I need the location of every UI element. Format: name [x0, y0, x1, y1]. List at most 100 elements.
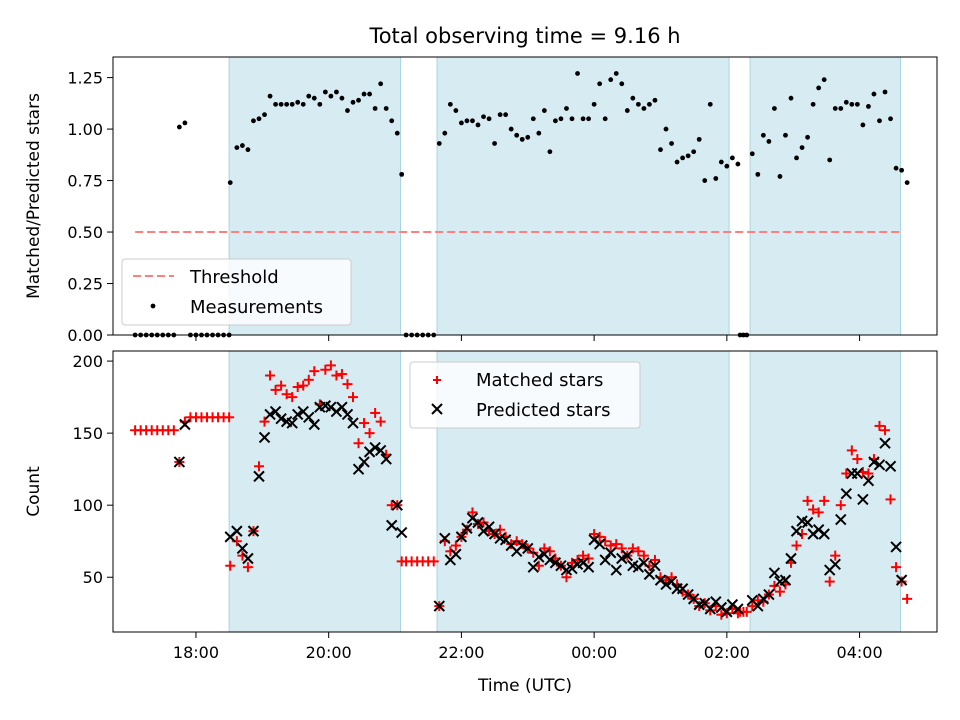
predicted-point-90	[752, 600, 764, 612]
predicted-point-22	[336, 401, 348, 413]
legend-predicted-label: Predicted stars	[476, 400, 610, 421]
measurement-point-142	[904, 180, 910, 186]
legend-threshold-label: Threshold	[189, 267, 279, 288]
matched-point-28	[281, 389, 292, 400]
measurement-point-88	[613, 71, 619, 76]
measurement-point-81	[575, 71, 580, 76]
measurement-point-91	[630, 95, 636, 101]
matched-point-93	[638, 550, 649, 561]
matched-point-124	[802, 495, 813, 506]
measurement-point-25	[267, 93, 273, 99]
matched-point-133	[852, 454, 863, 465]
measurement-point-139	[888, 116, 893, 122]
matched-point-84	[589, 529, 600, 540]
measurement-point-59	[453, 108, 459, 113]
measurement-point-134	[860, 122, 866, 128]
measurement-point-28	[284, 101, 290, 107]
matched-point-135	[863, 468, 874, 479]
bottom-shade-0	[228, 350, 402, 633]
matched-point-126	[813, 507, 824, 518]
measurement-point-90	[624, 108, 630, 113]
bottom-xtick-label-2: 22:00	[438, 643, 484, 662]
measurement-point-103	[696, 136, 702, 142]
predicted-point-72	[643, 568, 656, 581]
measurement-point-82	[580, 116, 586, 122]
measurement-point-138	[882, 89, 888, 95]
top-legend-box	[121, 258, 352, 326]
bottom-xtick-label-0: 18:00	[173, 643, 219, 662]
measurement-point-98	[669, 141, 674, 146]
bottom-legend-box	[409, 361, 641, 429]
measurement-point-42	[361, 91, 367, 97]
measurement-point-93	[641, 106, 647, 111]
matched-point-79	[561, 572, 572, 583]
top-ytick-label-4: 1.00	[67, 120, 103, 139]
measurement-point-115	[755, 171, 761, 177]
matched-point-7	[168, 425, 179, 436]
measurement-point-63	[475, 122, 481, 128]
matched-point-142	[902, 593, 913, 604]
matched-point-63	[472, 518, 483, 529]
matched-point-131	[841, 468, 852, 479]
measurement-point-31	[300, 101, 306, 107]
predicted-point-14	[292, 408, 304, 421]
matched-point-75	[539, 543, 550, 554]
predicted-point-52	[533, 551, 545, 563]
measurement-point-129	[832, 106, 838, 111]
top-shade-2	[749, 56, 902, 336]
measurement-point-24	[262, 112, 267, 118]
matched-point-87	[605, 540, 616, 551]
matched-point-122	[791, 540, 802, 551]
measurement-point-86	[602, 116, 608, 122]
measurement-point-123	[799, 145, 805, 151]
measurement-point-62	[470, 118, 475, 124]
measurement-point-132	[849, 101, 855, 107]
measurement-point-29	[289, 101, 295, 107]
measurement-point-58	[447, 101, 453, 107]
predicted-point-0	[173, 456, 186, 468]
predicted-point-66	[610, 564, 622, 576]
predicted-point-41	[472, 516, 484, 529]
measurement-point-117	[766, 139, 772, 144]
measurement-point-8	[176, 124, 182, 130]
measurement-point-124	[805, 134, 810, 140]
measurement-point-45	[378, 81, 384, 87]
predicted-point-97	[790, 525, 803, 537]
measurement-point-118	[772, 106, 777, 111]
measurement-point-49	[399, 171, 405, 177]
measurement-point-43	[367, 91, 373, 97]
bottom-predicted-points	[173, 400, 908, 618]
bottom-panel: 50 100 150 200 18:00 20:00 22:00 00:00 02:00 04:…	[24, 350, 938, 696]
top-ytick-label-3: 0.75	[67, 172, 103, 191]
measurement-point-125	[810, 101, 816, 107]
legend-matched-label: Matched stars	[476, 370, 603, 391]
predicted-point-71	[638, 557, 650, 569]
top-shade-1	[436, 56, 730, 336]
predicted-point-3	[231, 525, 243, 537]
matched-point-61	[461, 524, 472, 535]
measurement-point-131	[843, 99, 849, 105]
measurement-point-79	[564, 106, 569, 111]
matched-point-30	[292, 382, 303, 393]
top-ytick-label-0: 0.00	[67, 326, 103, 345]
matched-point-37	[331, 370, 342, 381]
predicted-point-88	[732, 603, 744, 615]
x-axis-label: Time (UTC)	[477, 676, 572, 696]
measurement-point-69	[508, 126, 514, 132]
measurement-point-73	[530, 116, 536, 122]
top-shaded-regions	[228, 56, 902, 336]
predicted-point-108	[851, 467, 864, 480]
predicted-point-75	[660, 578, 672, 591]
predicted-point-113	[879, 437, 891, 449]
measurement-point-107	[718, 159, 724, 165]
predicted-point-109	[857, 493, 869, 506]
measurement-point-95	[652, 97, 658, 103]
predicted-point-39	[461, 522, 473, 534]
bottom-xtick-label-4: 02:00	[704, 643, 750, 662]
matched-point-89	[616, 543, 627, 554]
matched-point-119	[774, 586, 785, 597]
predicted-point-114	[884, 460, 897, 472]
measurement-point-120	[783, 132, 788, 138]
predicted-point-55	[549, 557, 562, 569]
measurement-point-47	[389, 118, 395, 124]
